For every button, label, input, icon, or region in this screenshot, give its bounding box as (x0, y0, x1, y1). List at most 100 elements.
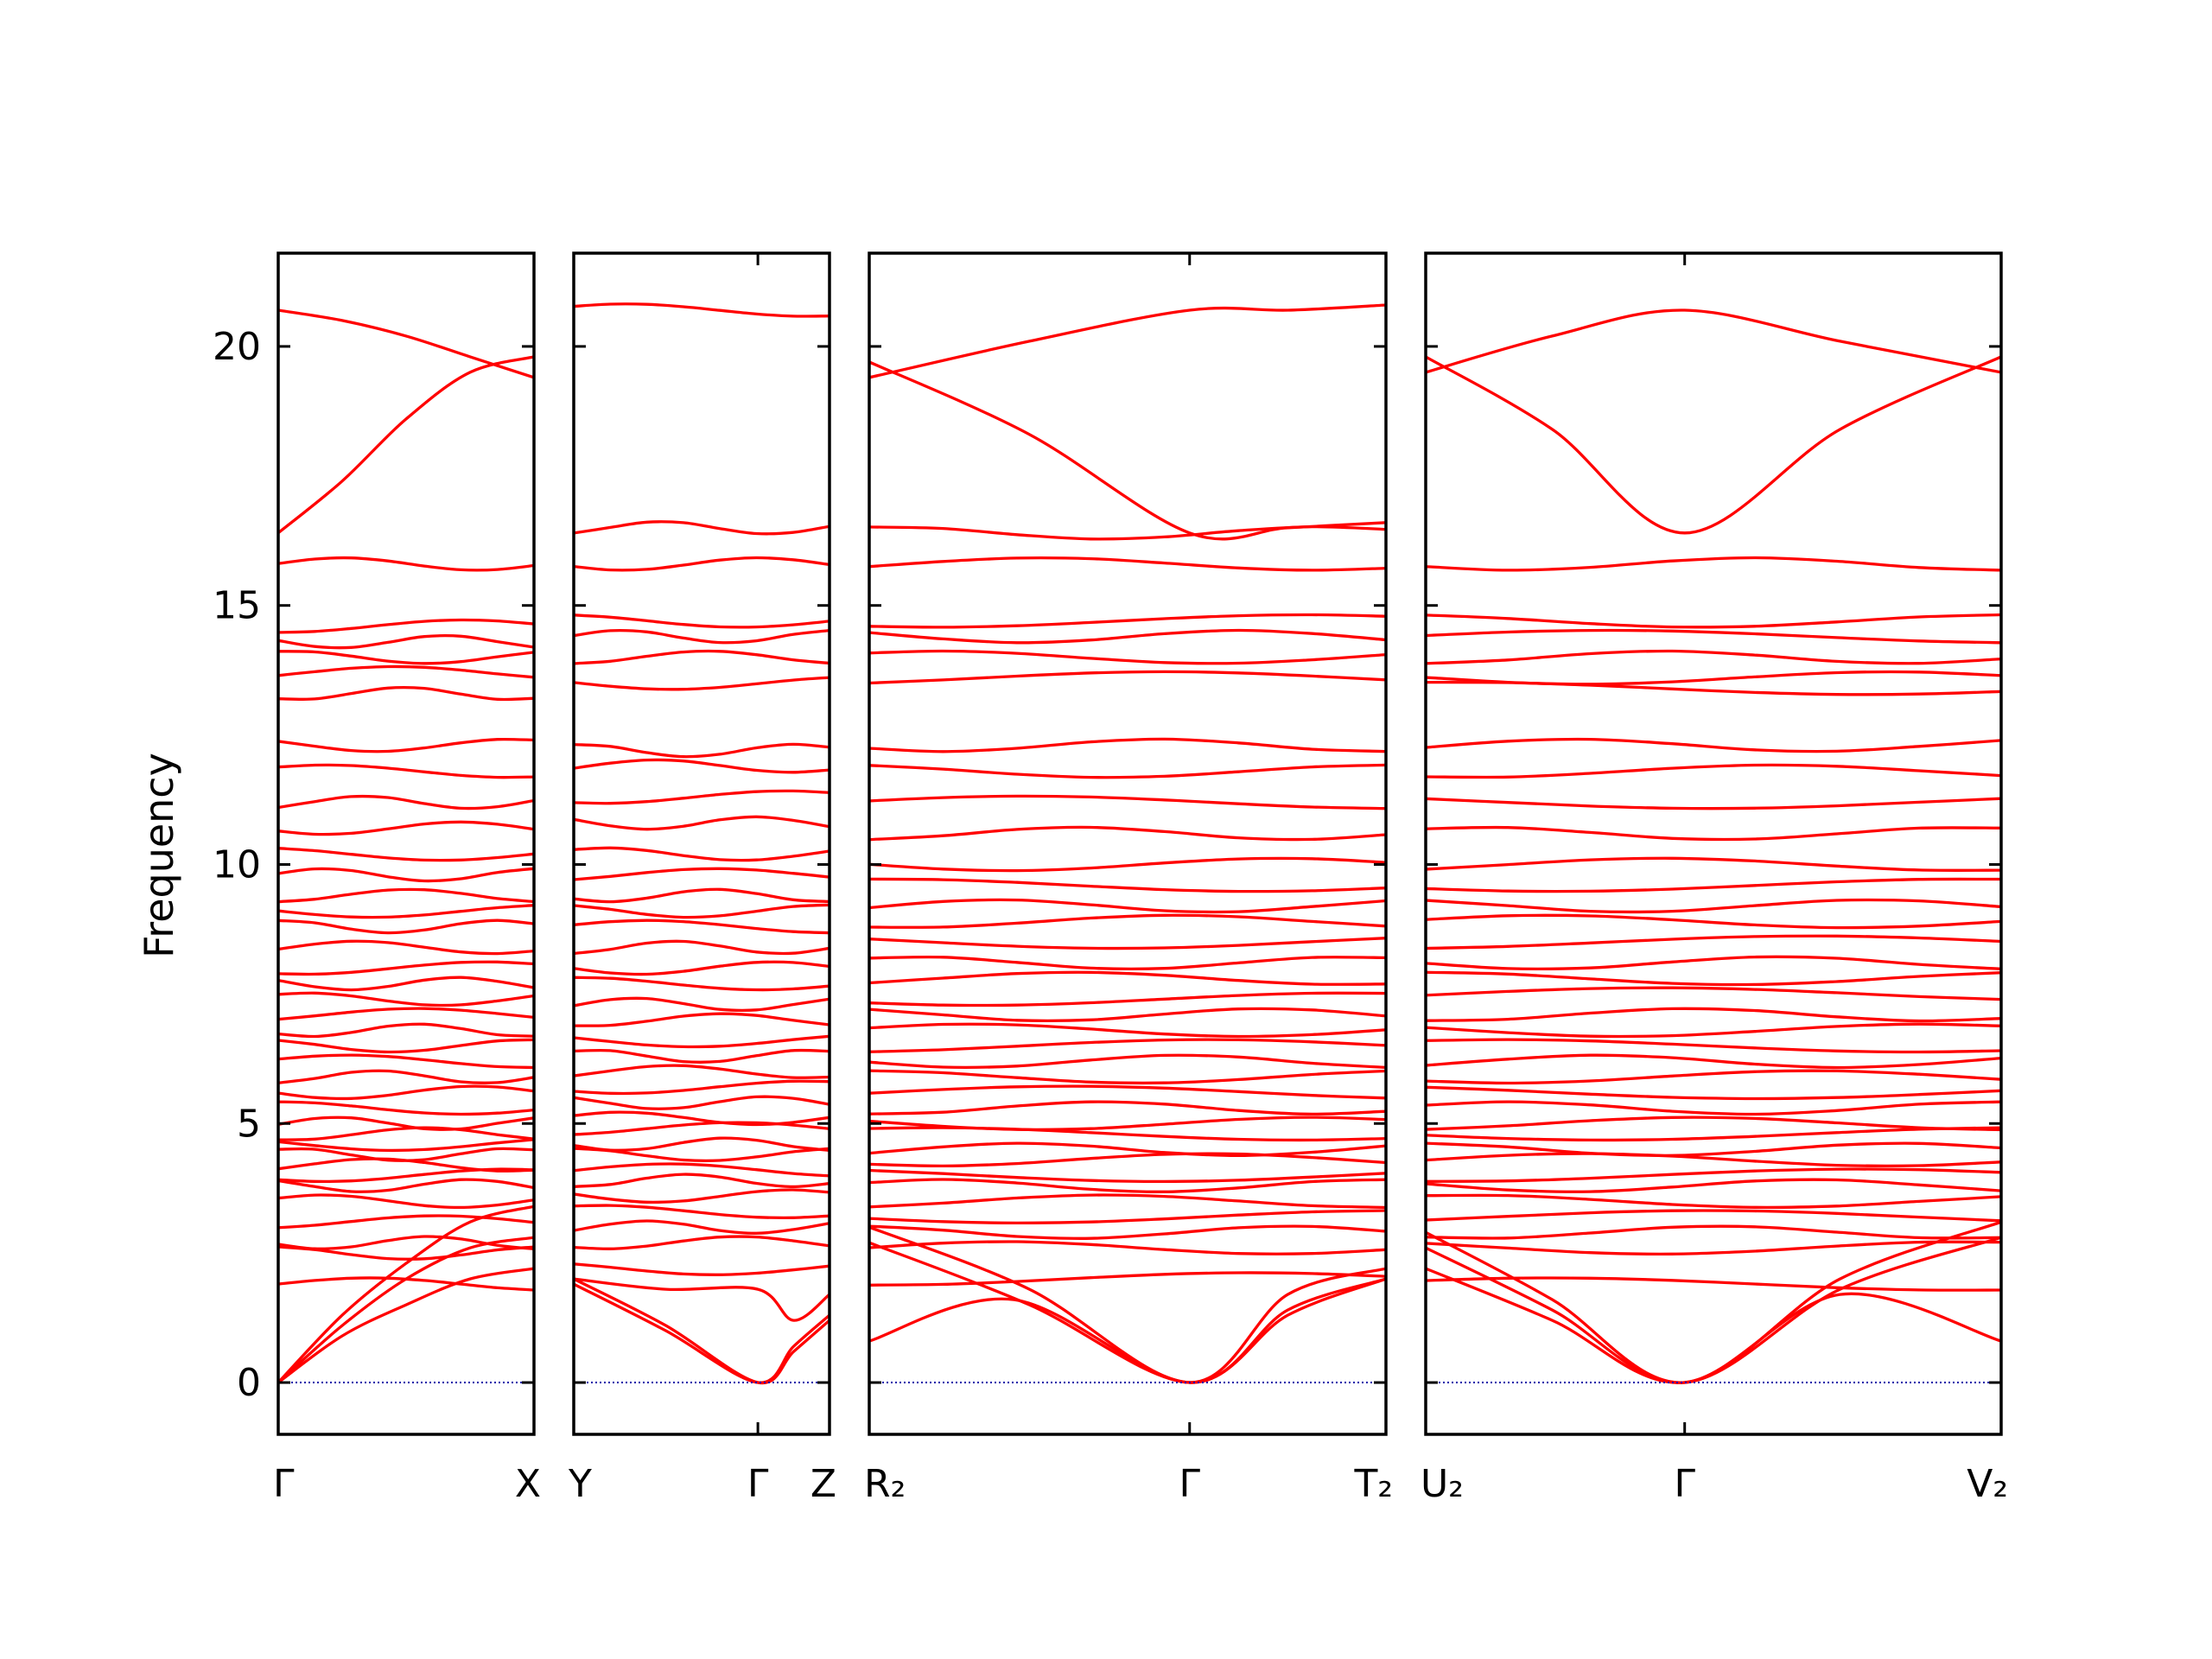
band-line (1426, 986, 2001, 1001)
band-line (574, 758, 830, 774)
y-tick-label: 5 (237, 1102, 261, 1146)
band-line (1426, 1240, 2001, 1256)
band-line (574, 1235, 830, 1250)
y-tick-label: 10 (213, 842, 261, 887)
band-line (869, 670, 1386, 685)
x-tick-label: U₂ (1421, 1462, 1464, 1506)
band-line (574, 1277, 830, 1385)
band-line (869, 937, 1386, 950)
band-line (1426, 1038, 2001, 1054)
bands (869, 303, 1386, 1384)
band-line (1426, 1116, 2001, 1132)
band-line (1426, 1141, 2001, 1158)
band-line (869, 1022, 1386, 1039)
band-line (574, 1012, 830, 1027)
band-line (869, 1053, 1386, 1070)
band-line (869, 913, 1386, 929)
band-line (278, 618, 534, 634)
band-line (1426, 1085, 2001, 1101)
band-line (278, 887, 534, 904)
band-line (1426, 649, 2001, 665)
band-line (574, 1110, 830, 1127)
band-line (869, 556, 1386, 572)
band-line (278, 1126, 534, 1141)
band-line (1426, 1193, 2001, 1210)
x-tick-label: V₂ (1967, 1462, 2008, 1506)
band-line (869, 649, 1386, 665)
band-line (869, 877, 1386, 893)
band-line (278, 634, 534, 650)
band-line (278, 1022, 534, 1039)
band-line (1426, 1053, 2001, 1070)
band-line (574, 789, 830, 805)
band-line (278, 918, 534, 935)
band-line (869, 794, 1386, 810)
y-tick-label: 15 (213, 584, 261, 628)
band-line (574, 960, 830, 976)
band-line (574, 976, 830, 992)
band-line (869, 970, 1386, 986)
band-line (574, 939, 830, 956)
band-line (1426, 934, 2001, 950)
band-line (869, 1038, 1386, 1053)
band-line (1426, 955, 2001, 971)
band-line (1426, 613, 2001, 629)
band-line (278, 1214, 534, 1230)
band-line (869, 898, 1386, 914)
band-line (1426, 1236, 2001, 1384)
band-line (278, 820, 534, 836)
band-line (1426, 1069, 2001, 1085)
band-line (869, 524, 1386, 541)
band-line (1426, 825, 2001, 842)
band-line (869, 1241, 1386, 1384)
band-line (574, 903, 830, 919)
panel-4: U₂ Γ V₂ (1421, 251, 2008, 1506)
band-line (278, 1100, 534, 1116)
band-line (869, 1193, 1386, 1210)
band-line (1426, 556, 2001, 572)
band-line (574, 1095, 830, 1110)
panel-frame (1424, 251, 2003, 1436)
band-line (278, 1038, 534, 1054)
panel-frame (572, 251, 831, 1436)
band-line (1426, 856, 2001, 872)
band-line (869, 360, 1386, 541)
bands (278, 308, 534, 1384)
x-tick-label: Γ (1674, 1462, 1695, 1506)
y-tick-label: 0 (237, 1361, 261, 1405)
band-line (869, 1277, 1386, 1384)
band-line (574, 1064, 830, 1079)
band-line (1426, 680, 2001, 696)
band-line (869, 1271, 1386, 1287)
band-line (278, 904, 534, 919)
band-line (869, 856, 1386, 873)
band-line (869, 737, 1386, 753)
band-line (278, 650, 534, 665)
band-line (574, 1136, 830, 1153)
band-line (278, 355, 534, 535)
band-line (278, 1167, 534, 1184)
band-line (1426, 355, 2001, 535)
band-line (1426, 970, 2001, 987)
band-line (278, 991, 534, 1007)
band-line (574, 1277, 830, 1322)
band-line (869, 1141, 1386, 1158)
x-tick-label: Y (568, 1462, 592, 1506)
band-line (278, 308, 534, 379)
band-line (574, 1079, 830, 1096)
band-line (1426, 308, 2001, 374)
x-tick-label: T₂ (1353, 1462, 1393, 1506)
band-line (574, 1204, 830, 1220)
x-tick-label: R₂ (864, 1462, 906, 1506)
band-line (574, 996, 830, 1013)
band-line (1426, 1126, 2001, 1142)
band-line (1426, 1167, 2001, 1183)
band-line (1426, 1100, 2001, 1116)
band-line (278, 976, 534, 992)
band-line (1426, 1209, 2001, 1223)
panel-3: R₂ Γ T₂ (864, 251, 1393, 1506)
band-line (574, 302, 830, 318)
band-line (1426, 1007, 2001, 1023)
